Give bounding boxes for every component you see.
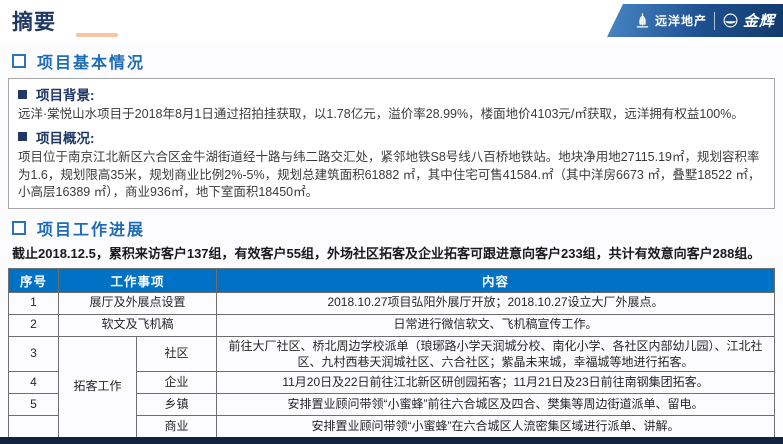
row-number-cell: 1 [8,291,59,315]
square-bullet-icon [12,54,26,68]
table-row: 4 企业 11月20日及22日前往江北新区研创园拓客；11月21日及23日前往南… [8,370,775,394]
work-item-cell: 展厅及外展点设置 [57,291,218,315]
logo-divider [713,11,715,30]
header-content: 内容 [216,267,775,293]
section-basic-info-header: 项目基本情况 [12,49,771,73]
content-cell: 安排置业顾问带领“小蜜蜂”前往六合城区及四合、樊集等周边街道派单、留电。 [216,392,775,416]
section-progress-title: 项目工作进展 [37,222,146,239]
overview-label: 项目概况: [36,130,95,146]
content-cell: 安排置业顾问带领“小蜜蜂”在六合城区人流密集区域进行派单、讲解。 [216,414,775,438]
partner-logo-text: 金辉 [742,13,775,30]
sail-emblem-icon [634,12,651,29]
content-cell: 11月20日及22日前往江北新区研创园拓客；11月21日及23日前往南钢集团拓客… [216,370,775,394]
work-subitem-cell: 乡镇 [135,392,218,416]
background-subheader: 项目背景: [18,84,765,104]
background-label: 项目背景: [36,88,95,103]
row-number-cell: 3 [8,335,59,372]
header-no: 序号 [8,267,59,293]
sino-ocean-logo-text: 远洋地产 [654,14,707,28]
table-row: 1 展厅及外展点设置 2018.10.27项目弘阳外展厅开放；2018.10.2… [8,291,775,315]
overview-paragraph: 项目位于南京江北新区六合区金牛湖街道经十路与纬二路交汇处，紧邻地铁S8号线八百桥… [18,149,761,200]
row-number-cell: 5 [8,392,59,416]
content-cell: 日常进行微信软文、飞机稿宣传工作。 [216,313,775,337]
sino-ocean-logo: 远洋地产 [634,12,707,29]
table-header-row: 序号 工作事项 内容 [8,267,775,293]
page-title: 摘要 [12,11,56,34]
title-accent-line [76,33,118,37]
brand-bar: 远洋地产 金辉 [607,4,783,37]
partner-logo: 金辉 [722,10,775,31]
section-progress-header: 项目工作进展 [12,216,771,240]
solid-square-bullet-icon [18,132,27,142]
table-row: 3 拓客工作 社区 前往大厂社区、桥北周边学校派单（琅琊路小学天润城分校、南化小… [8,335,775,438]
table-row: 商业 安排置业顾问带领“小蜜蜂”在六合城区人流密集区域进行派单、讲解。 [8,414,775,438]
work-group-cell: 拓客工作 [58,335,137,438]
content-cell: 2018.10.27项目弘阳外展厅开放；2018.10.27设立大厂外展点。 [216,291,775,315]
basic-info-box: 项目背景: 远洋·棠悦山水项目于2018年8月1日通过招拍挂获取，以1.78亿元… [8,78,775,209]
section-basic-info-title: 项目基本情况 [37,55,146,72]
work-subitem-cell: 社区 [135,335,218,372]
work-subitem-cell: 企业 [135,370,218,394]
overview-subheader: 项目概况: [18,127,765,147]
background-paragraph: 远洋·棠悦山水项目于2018年8月1日通过招拍挂获取，以1.78亿元，溢价率28… [18,107,744,121]
solid-square-bullet-icon [18,89,27,99]
work-item-cell: 软文及飞机稿 [57,313,218,337]
header-work-item: 工作事项 [57,267,218,293]
circle-swoosh-icon [722,12,739,29]
square-bullet-icon [12,221,26,235]
content-cell: 前往大厂社区、桥北周边学校派单（琅琊路小学天润城分校、南化小学、各社区内部幼儿园… [216,335,775,372]
progress-table: 序号 工作事项 内容 1 展厅及外展点设置 2018.10.27项目弘阳外展厅开… [8,267,775,444]
progress-summary: 截止2018.12.5，累积来访客户137组，有效客户55组，外场社区拓客及企业… [12,246,761,261]
row-number-cell: 2 [8,313,59,337]
top-bar: 摘要 远洋地产 [0,0,783,42]
row-number-cell: 4 [8,370,59,394]
table-row: 2 软文及飞机稿 日常进行微信软文、飞机稿宣传工作。 [8,313,775,337]
footer-bar [0,437,783,444]
row-number-cell [8,414,59,438]
work-subitem-cell: 商业 [135,414,218,438]
